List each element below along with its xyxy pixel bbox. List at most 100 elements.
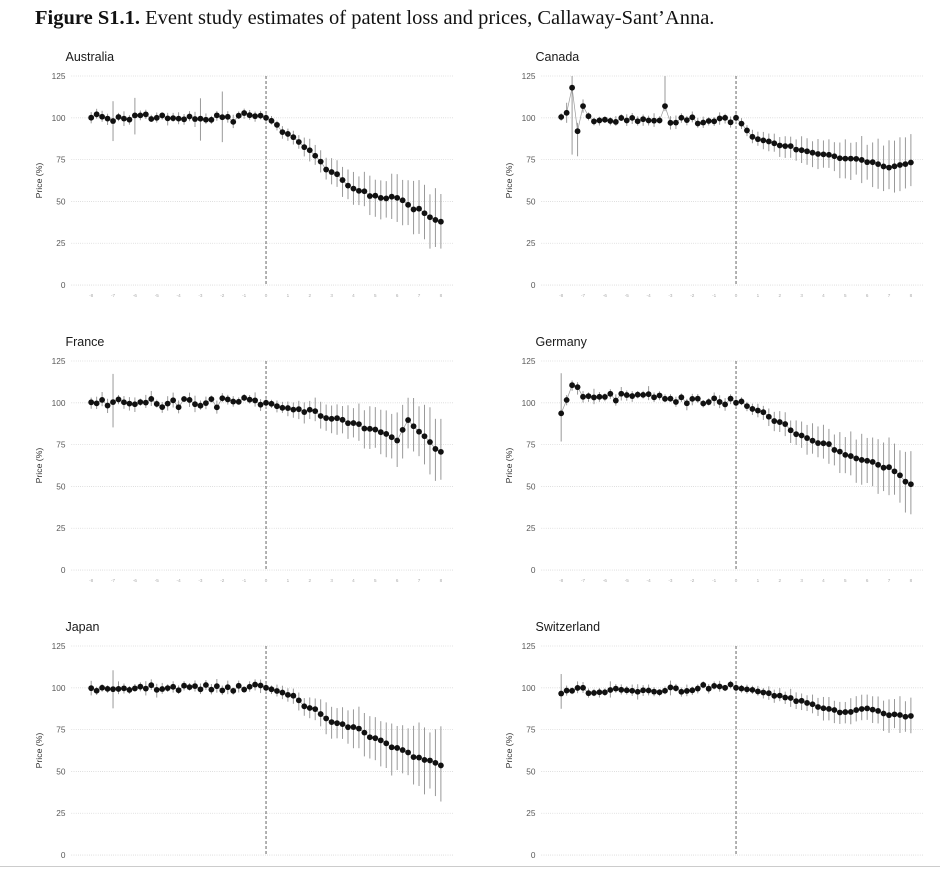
svg-text:8: 8 (440, 293, 443, 298)
svg-text:-7: -7 (111, 578, 116, 583)
svg-text:5: 5 (374, 578, 377, 583)
svg-text:3: 3 (800, 293, 803, 298)
svg-text:Price (%): Price (%) (504, 733, 514, 769)
svg-text:125: 125 (522, 71, 536, 81)
svg-text:7: 7 (888, 293, 891, 298)
svg-text:-5: -5 (625, 578, 630, 583)
svg-text:2: 2 (308, 293, 311, 298)
svg-text:6: 6 (396, 293, 399, 298)
svg-text:1: 1 (757, 578, 760, 583)
svg-text:-3: -3 (198, 578, 203, 583)
svg-text:7: 7 (418, 578, 421, 583)
svg-text:3: 3 (800, 578, 803, 583)
svg-text:75: 75 (526, 155, 536, 165)
svg-text:-8: -8 (559, 293, 564, 298)
svg-text:5: 5 (844, 578, 847, 583)
svg-text:Price (%): Price (%) (504, 448, 514, 484)
svg-text:4: 4 (352, 293, 355, 298)
svg-text:-6: -6 (133, 293, 138, 298)
svg-text:50: 50 (526, 767, 536, 777)
svg-text:Switzerland: Switzerland (536, 620, 601, 634)
svg-text:-6: -6 (133, 578, 138, 583)
svg-text:75: 75 (526, 725, 536, 735)
svg-text:6: 6 (396, 578, 399, 583)
svg-text:Price (%): Price (%) (34, 448, 44, 484)
svg-text:125: 125 (52, 71, 66, 81)
svg-text:-1: -1 (712, 578, 717, 583)
svg-text:-6: -6 (603, 293, 608, 298)
svg-text:-8: -8 (559, 578, 564, 583)
svg-text:125: 125 (52, 641, 66, 651)
svg-text:4: 4 (822, 578, 825, 583)
svg-text:6: 6 (866, 578, 869, 583)
svg-text:-4: -4 (177, 293, 182, 298)
svg-text:-3: -3 (668, 578, 673, 583)
svg-text:-5: -5 (155, 578, 160, 583)
svg-text:125: 125 (52, 356, 66, 366)
svg-text:25: 25 (56, 523, 66, 533)
svg-text:Price (%): Price (%) (34, 733, 44, 769)
svg-text:50: 50 (526, 481, 536, 491)
svg-text:8: 8 (440, 578, 443, 583)
svg-text:-7: -7 (111, 293, 116, 298)
svg-text:Canada: Canada (536, 50, 580, 64)
svg-text:-8: -8 (89, 578, 94, 583)
svg-text:50: 50 (56, 767, 66, 777)
svg-text:1: 1 (757, 293, 760, 298)
svg-text:Germany: Germany (536, 335, 588, 349)
svg-text:25: 25 (526, 808, 536, 818)
svg-text:0: 0 (61, 280, 66, 290)
svg-text:-8: -8 (89, 293, 94, 298)
svg-text:50: 50 (56, 481, 66, 491)
svg-text:-1: -1 (242, 578, 247, 583)
svg-text:100: 100 (52, 683, 66, 693)
svg-text:-2: -2 (690, 293, 695, 298)
svg-text:5: 5 (844, 293, 847, 298)
svg-text:0: 0 (265, 293, 268, 298)
svg-text:0: 0 (531, 565, 536, 575)
svg-text:8: 8 (910, 578, 913, 583)
svg-text:25: 25 (56, 238, 66, 248)
svg-text:75: 75 (56, 725, 66, 735)
svg-text:-4: -4 (647, 578, 652, 583)
svg-text:Australia: Australia (66, 50, 115, 64)
svg-text:7: 7 (888, 578, 891, 583)
svg-text:-2: -2 (220, 578, 225, 583)
svg-text:75: 75 (56, 155, 66, 165)
svg-text:0: 0 (61, 565, 66, 575)
svg-text:-6: -6 (603, 578, 608, 583)
svg-text:3: 3 (330, 293, 333, 298)
svg-text:2: 2 (778, 293, 781, 298)
svg-text:0: 0 (531, 850, 536, 860)
svg-text:Price (%): Price (%) (504, 163, 514, 199)
svg-text:0: 0 (735, 578, 738, 583)
svg-text:5: 5 (374, 293, 377, 298)
svg-text:-7: -7 (581, 578, 586, 583)
svg-text:125: 125 (522, 641, 536, 651)
svg-text:-7: -7 (581, 293, 586, 298)
svg-text:4: 4 (352, 578, 355, 583)
svg-text:75: 75 (526, 440, 536, 450)
svg-text:1: 1 (287, 293, 290, 298)
svg-text:-5: -5 (625, 293, 630, 298)
svg-text:100: 100 (522, 683, 536, 693)
svg-text:25: 25 (56, 808, 66, 818)
svg-text:0: 0 (61, 850, 66, 860)
svg-text:25: 25 (526, 238, 536, 248)
svg-text:3: 3 (330, 578, 333, 583)
svg-text:France: France (66, 335, 105, 349)
svg-text:-5: -5 (155, 293, 160, 298)
svg-text:-2: -2 (220, 293, 225, 298)
svg-text:-1: -1 (242, 293, 247, 298)
svg-text:-2: -2 (690, 578, 695, 583)
svg-text:100: 100 (522, 113, 536, 123)
svg-text:2: 2 (778, 578, 781, 583)
svg-text:0: 0 (531, 280, 536, 290)
svg-text:0: 0 (735, 293, 738, 298)
svg-text:50: 50 (526, 196, 536, 206)
svg-text:Japan: Japan (66, 620, 100, 634)
svg-text:-1: -1 (712, 293, 717, 298)
svg-text:0: 0 (265, 578, 268, 583)
svg-text:-3: -3 (198, 293, 203, 298)
svg-text:75: 75 (56, 440, 66, 450)
